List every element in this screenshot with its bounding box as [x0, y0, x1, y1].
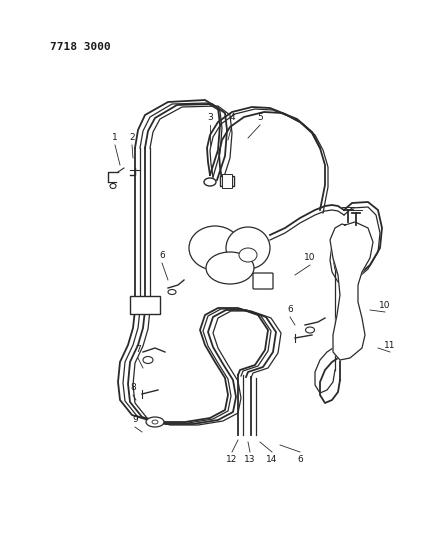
- Ellipse shape: [146, 417, 164, 427]
- Text: 7: 7: [135, 345, 141, 354]
- Ellipse shape: [206, 252, 254, 284]
- Text: 6: 6: [159, 251, 165, 260]
- Ellipse shape: [143, 357, 153, 364]
- Text: 8: 8: [130, 384, 136, 392]
- FancyBboxPatch shape: [253, 273, 273, 289]
- Text: 6: 6: [297, 456, 303, 464]
- Bar: [220, 176, 234, 186]
- Text: 9: 9: [132, 416, 138, 424]
- Text: 6: 6: [287, 305, 293, 314]
- Ellipse shape: [239, 248, 257, 262]
- Ellipse shape: [306, 327, 315, 333]
- Text: 3: 3: [207, 114, 213, 123]
- Text: 4: 4: [229, 114, 235, 123]
- Ellipse shape: [204, 178, 216, 186]
- Ellipse shape: [168, 289, 176, 295]
- Ellipse shape: [110, 183, 116, 189]
- Text: 5: 5: [257, 114, 263, 123]
- Text: 7718 3000: 7718 3000: [50, 42, 111, 52]
- Bar: [130, 296, 160, 314]
- Text: 2: 2: [129, 133, 135, 142]
- Bar: [222, 174, 232, 188]
- Ellipse shape: [152, 420, 158, 424]
- Text: 13: 13: [244, 456, 256, 464]
- Text: 1: 1: [112, 133, 118, 142]
- Text: 12: 12: [226, 456, 238, 464]
- Text: 11: 11: [384, 341, 396, 350]
- Ellipse shape: [226, 227, 270, 269]
- Ellipse shape: [189, 226, 241, 270]
- Text: 14: 14: [266, 456, 278, 464]
- Text: 10: 10: [304, 254, 316, 262]
- Polygon shape: [330, 222, 373, 360]
- Text: 10: 10: [379, 301, 391, 310]
